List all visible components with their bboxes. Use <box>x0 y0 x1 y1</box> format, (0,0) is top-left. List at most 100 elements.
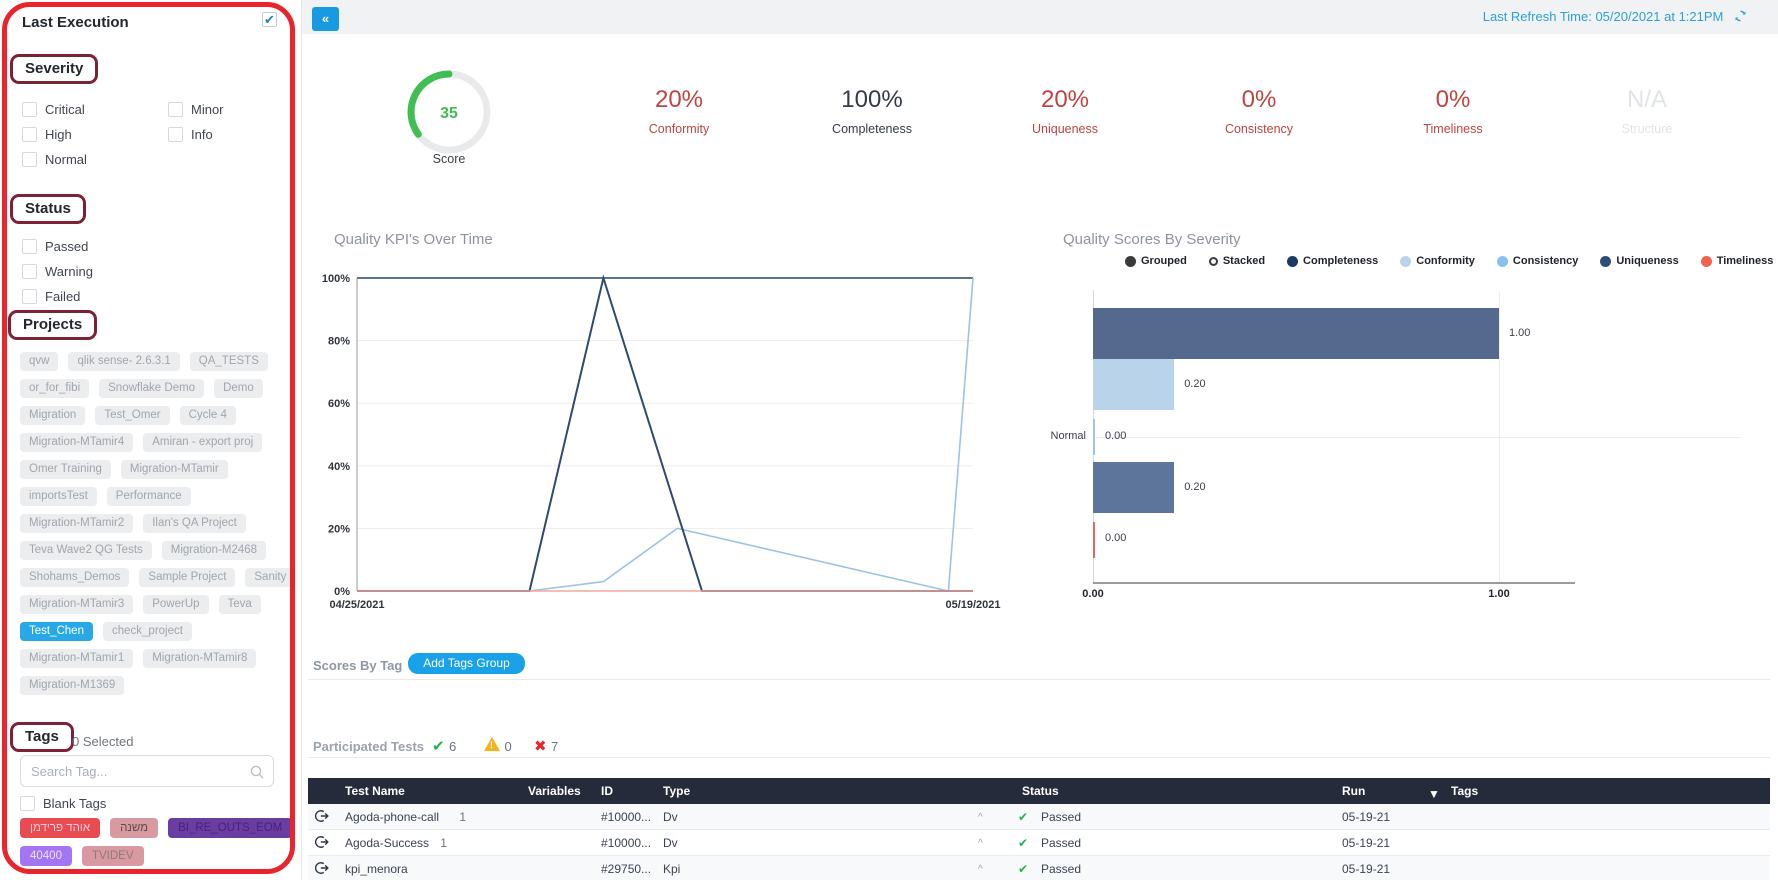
severity-option-high[interactable]: High <box>22 127 87 142</box>
bar-uniqueness[interactable] <box>1093 462 1175 514</box>
project-chip[interactable]: Snowflake Demo <box>99 379 205 398</box>
legend-item-stacked[interactable]: Stacked <box>1208 255 1265 267</box>
bar-consistency[interactable] <box>1093 418 1095 455</box>
tag-search-input[interactable] <box>31 757 251 785</box>
project-chip[interactable]: Ilan's QA Project <box>143 514 246 533</box>
table-row[interactable]: Agoda-Success 1 #10000... Dv ^ ✔ Passed 05-19-2… <box>308 830 1770 856</box>
run-cell: 05-19-21 <box>1342 810 1391 824</box>
project-chip[interactable]: qvw <box>20 352 59 371</box>
column-header-run[interactable]: Run <box>1342 784 1366 798</box>
table-row[interactable]: Agoda-phone-call 1 #10000... Dv ^ ✔ Passed 05-1… <box>308 804 1770 830</box>
run-test-icon[interactable] <box>314 809 329 826</box>
status-option-failed-checkbox[interactable] <box>22 289 37 304</box>
project-chip[interactable]: Teva <box>218 595 261 614</box>
severity-option-minor-checkbox[interactable] <box>168 102 183 117</box>
run-sort-icon[interactable]: ▼ <box>1428 787 1440 801</box>
severity-option-minor-label: Minor <box>191 102 224 117</box>
column-header-id[interactable]: ID <box>601 784 613 798</box>
svg-text:60%: 60% <box>328 398 350 410</box>
project-chip[interactable]: qlik sense- 2.6.3.1 <box>68 352 180 371</box>
column-header-variables[interactable]: Variables <box>528 784 581 798</box>
run-test-icon[interactable] <box>314 835 329 852</box>
add-tags-group-button[interactable]: Add Tags Group <box>408 653 525 674</box>
status-option-warning-checkbox[interactable] <box>22 264 37 279</box>
top-strip <box>302 0 1778 34</box>
project-chip[interactable]: QA_TESTS <box>189 352 268 371</box>
project-chip[interactable]: Sanity <box>245 568 296 587</box>
severity-option-normal-checkbox[interactable] <box>22 152 37 167</box>
table-row[interactable]: kpi_menora #29750... Kpi ^ ✔ Passed 05-19-21 <box>308 856 1770 880</box>
project-chip[interactable]: Migration-MTamir2 <box>20 514 134 533</box>
project-chip[interactable]: importsTest <box>20 487 97 506</box>
project-chip[interactable]: or_for_fibi <box>20 379 90 398</box>
refresh-icon[interactable] <box>1733 9 1748 23</box>
test-count: 1 <box>459 810 467 824</box>
run-test-icon[interactable] <box>314 861 329 878</box>
tag-chip[interactable]: 40400 <box>20 846 72 866</box>
bar-completeness[interactable] <box>1093 308 1499 359</box>
blank-tags-option[interactable]: Blank Tags <box>20 796 106 811</box>
status-check-icon: ✔ <box>1018 836 1029 850</box>
column-header-status[interactable]: Status <box>1022 784 1059 798</box>
bar-timeliness[interactable] <box>1093 521 1095 558</box>
project-chip[interactable]: Migration-MTamir <box>120 460 228 479</box>
row-collapse-caret[interactable]: ^ <box>978 838 983 849</box>
project-chip[interactable]: Migration-MTamir3 <box>20 595 134 614</box>
severity-option-info[interactable]: Info <box>168 127 224 142</box>
project-chip[interactable]: Test_Omer <box>95 406 170 425</box>
project-chip-row: Test_Chen check_project <box>20 622 295 641</box>
row-collapse-caret[interactable]: ^ <box>978 864 983 875</box>
project-chip[interactable]: Test_Chen <box>20 622 93 641</box>
project-chip[interactable]: Migration-MTamir1 <box>20 649 134 668</box>
status-option-passed[interactable]: Passed <box>22 239 93 254</box>
row-collapse-caret[interactable]: ^ <box>978 812 983 823</box>
legend-item-completeness[interactable]: Completeness <box>1287 255 1378 267</box>
project-chip[interactable]: Performance <box>106 487 191 506</box>
status-option-failed[interactable]: Failed <box>22 289 93 304</box>
tag-chip[interactable]: TVIDEV <box>81 846 144 866</box>
project-chip[interactable]: Cycle 4 <box>179 406 236 425</box>
column-header-tags[interactable]: Tags <box>1451 784 1479 798</box>
project-chip[interactable]: Migration-MTamir8 <box>143 649 257 668</box>
project-chip[interactable]: Migration-MTamir4 <box>20 433 134 452</box>
status-option-passed-checkbox[interactable] <box>22 239 37 254</box>
legend-label: Conformity <box>1416 255 1475 267</box>
status-option-warning[interactable]: Warning <box>22 264 93 279</box>
severity-option-high-checkbox[interactable] <box>22 127 37 142</box>
last-execution-checkbox[interactable]: ✔ <box>262 12 277 27</box>
project-chip[interactable]: PowerUp <box>143 595 209 614</box>
project-chip-list: qvw qlik sense- 2.6.3.1 QA_TESTS or_for_fib… <box>20 352 296 703</box>
filters-sidebar: Last Execution ✔ Severity Critical High No… <box>0 0 302 880</box>
blank-tags-checkbox[interactable] <box>20 796 35 811</box>
tag-chip[interactable]: BI_RE_OUTS_EOM <box>168 818 293 838</box>
legend-item-consistency[interactable]: Consistency <box>1496 255 1578 267</box>
project-chip-row: Migration-MTamir2 Ilan's QA Project <box>20 514 295 533</box>
project-chip[interactable]: Migration-M2468 <box>161 541 267 560</box>
project-chip[interactable]: Demo <box>214 379 263 398</box>
severity-option-normal[interactable]: Normal <box>22 152 87 167</box>
bar-conformity[interactable] <box>1093 359 1175 411</box>
column-header-type[interactable]: Type <box>663 784 691 798</box>
tag-chip[interactable]: משנה <box>110 818 159 838</box>
severity-option-critical-checkbox[interactable] <box>22 102 37 117</box>
column-header-test-name[interactable]: Test Name <box>345 784 405 798</box>
project-chip[interactable]: Migration-M1369 <box>20 676 125 695</box>
legend-item-conformity[interactable]: Conformity <box>1400 255 1475 267</box>
project-chip[interactable]: Shohams_Demos <box>20 568 130 587</box>
project-chip[interactable]: check_project <box>102 622 192 641</box>
collapse-sidebar-button[interactable]: « <box>312 7 339 31</box>
severity-option-minor[interactable]: Minor <box>168 102 224 117</box>
legend-item-timeliness[interactable]: Timeliness <box>1700 255 1773 267</box>
tag-chip[interactable]: אוהד פרידמן <box>20 818 101 838</box>
bar-x-axis <box>1093 582 1575 584</box>
severity-option-critical[interactable]: Critical <box>22 102 87 117</box>
legend-item-uniqueness[interactable]: Uniqueness <box>1600 255 1679 267</box>
bar-x-tick: 1.00 <box>1488 588 1510 600</box>
project-chip[interactable]: Teva Wave2 QG Tests <box>20 541 152 560</box>
legend-item-grouped[interactable]: Grouped <box>1125 255 1187 267</box>
project-chip[interactable]: Migration <box>20 406 86 425</box>
project-chip[interactable]: Sample Project <box>139 568 236 587</box>
severity-option-info-checkbox[interactable] <box>168 127 183 142</box>
project-chip[interactable]: Omer Training <box>20 460 111 479</box>
project-chip[interactable]: Amiran - export proj <box>143 433 263 452</box>
